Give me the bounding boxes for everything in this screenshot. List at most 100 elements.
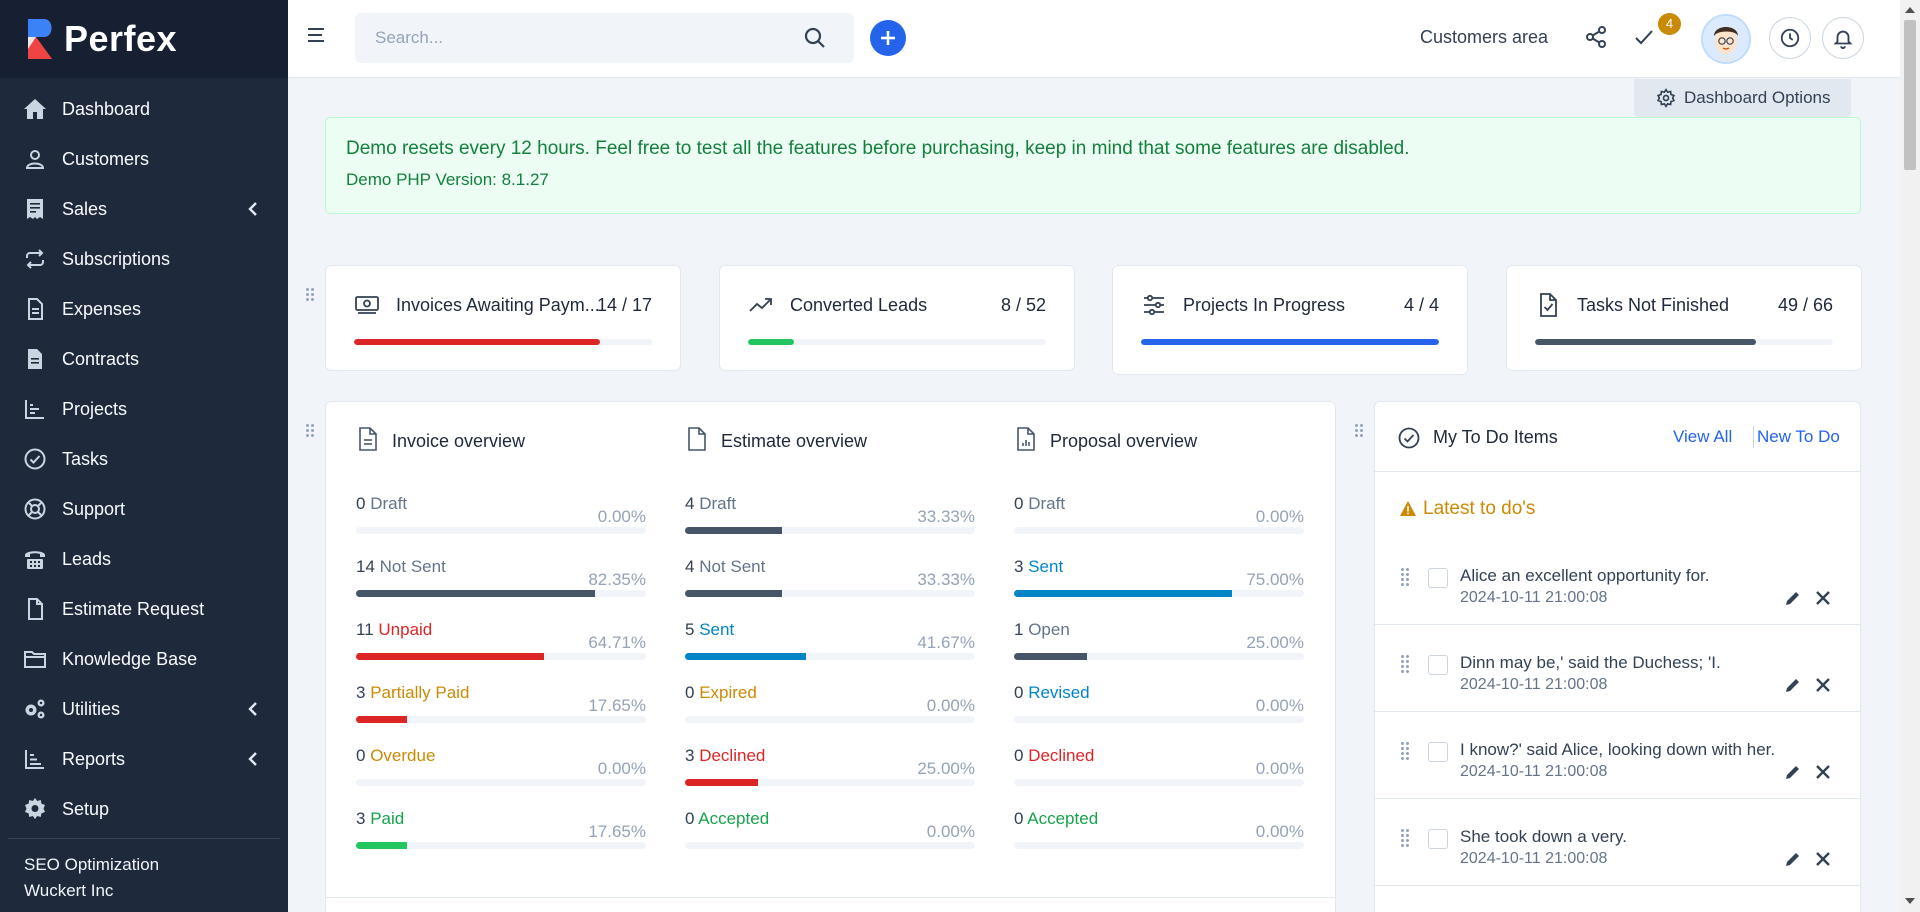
sidebar-item-estimate-request[interactable]: Estimate Request — [0, 584, 288, 634]
overview-progress-fill — [685, 779, 758, 786]
sidebar-item-support[interactable]: Support — [0, 484, 288, 534]
pencil-icon[interactable] — [1783, 588, 1803, 608]
sidebar-item-leads[interactable]: Leads — [0, 534, 288, 584]
todo-drag-handle-icon[interactable] — [1401, 568, 1413, 586]
stat-value: 8 / 52 — [1000, 295, 1046, 315]
scroll-thumb[interactable] — [1904, 20, 1916, 170]
timer-button[interactable] — [1769, 17, 1811, 59]
overview-row-overdue[interactable]: 0 Overdue 0.00% — [356, 746, 646, 796]
overview-row-declined[interactable]: 0 Declined 0.00% — [1014, 746, 1304, 796]
overview-row-accepted[interactable]: 0 Accepted 0.00% — [1014, 809, 1304, 859]
stat-progress-fill — [1141, 339, 1439, 345]
overview-progress-fill — [685, 527, 782, 534]
sidebar-item-reports[interactable]: Reports — [0, 734, 288, 784]
page-scrollbar[interactable] — [1900, 0, 1920, 912]
pencil-icon[interactable] — [1783, 762, 1803, 782]
dashboard-options-button[interactable]: Dashboard Options — [1634, 79, 1851, 117]
scroll-down-arrow-icon[interactable] — [1905, 898, 1915, 904]
stat-card[interactable]: Invoices Awaiting Paym... 14 / 17 — [325, 265, 681, 371]
gear-icon — [1656, 88, 1676, 108]
sidebar-item-projects[interactable]: Projects — [0, 384, 288, 434]
widget-drag-handle-icon[interactable] — [1355, 424, 1367, 440]
close-icon[interactable] — [1813, 588, 1833, 608]
search-input[interactable] — [355, 13, 854, 63]
contract-icon — [22, 347, 48, 371]
overview-status-label: Sent — [1028, 557, 1064, 576]
pencil-icon[interactable] — [1783, 849, 1803, 869]
todo-drag-handle-icon[interactable] — [1401, 742, 1413, 760]
widget-drag-handle-icon[interactable] — [306, 424, 318, 440]
sidebar-item-contracts[interactable]: Contracts — [0, 334, 288, 384]
sidebar-item-label: Contracts — [62, 348, 140, 369]
overview-row-declined[interactable]: 3 Declined 25.00% — [685, 746, 975, 796]
sidebar-item-dashboard[interactable]: Dashboard — [0, 84, 288, 134]
scroll-up-arrow-icon[interactable] — [1905, 7, 1915, 13]
todo-drag-handle-icon[interactable] — [1401, 829, 1413, 847]
overview-row-accepted[interactable]: 0 Accepted 0.00% — [685, 809, 975, 859]
overview-row-unpaid[interactable]: 11 Unpaid 64.71% — [356, 620, 646, 670]
overview-count: 0 — [1014, 746, 1024, 765]
todo-checkbox[interactable] — [1428, 655, 1448, 675]
sidebar-item-setup[interactable]: Setup — [0, 784, 288, 834]
pencil-icon[interactable] — [1783, 675, 1803, 695]
quick-create-button[interactable] — [870, 20, 906, 56]
overview-row-open[interactable]: 1 Open 25.00% — [1014, 620, 1304, 670]
overview-row-paid[interactable]: 3 Paid 17.65% — [356, 809, 646, 859]
sidebar-item-label: Leads — [62, 548, 112, 569]
overview-row-partially-paid[interactable]: 3 Partially Paid 17.65% — [356, 683, 646, 733]
sidebar-item-tasks[interactable]: Tasks — [0, 434, 288, 484]
overview-row-not-sent[interactable]: 14 Not Sent 82.35% — [356, 557, 646, 607]
overview-row-not-sent[interactable]: 4 Not Sent 33.33% — [685, 557, 975, 607]
stat-card[interactable]: Projects In Progress 4 / 4 — [1112, 265, 1468, 375]
home-icon — [22, 97, 48, 121]
sidebar-item-subscriptions[interactable]: Subscriptions — [0, 234, 288, 284]
overview-row-sent[interactable]: 5 Sent 41.67% — [685, 620, 975, 670]
avatar[interactable] — [1701, 14, 1751, 64]
overview-row-draft[interactable]: 0 Draft 0.00% — [356, 494, 646, 544]
menu-toggle-icon[interactable] — [308, 28, 330, 50]
logo[interactable]: Perfex — [0, 0, 288, 78]
overview-row-sent[interactable]: 3 Sent 75.00% — [1014, 557, 1304, 607]
todo-checkbox[interactable] — [1428, 568, 1448, 588]
notifications-button[interactable] — [1822, 17, 1864, 59]
overview-status-label: Open — [1028, 620, 1070, 639]
stat-title: Invoices Awaiting Paym... — [396, 295, 600, 315]
overview-progress-track — [356, 590, 646, 597]
estimate-overview-title: Estimate overview — [685, 426, 867, 457]
overview-row-draft[interactable]: 4 Draft 33.33% — [685, 494, 975, 544]
todo-title: My To Do Items — [1433, 427, 1558, 447]
sidebar-item-expenses[interactable]: Expenses — [0, 284, 288, 334]
close-icon[interactable] — [1813, 762, 1833, 782]
todo-check-icon[interactable] — [1629, 22, 1659, 52]
todo-checkbox[interactable] — [1428, 742, 1448, 762]
stat-progress-fill — [1535, 339, 1757, 345]
share-icon[interactable] — [1581, 22, 1611, 52]
sidebar-item-sales[interactable]: Sales — [0, 184, 288, 234]
sidebar-item-label: Customers — [62, 148, 150, 169]
sidebar-item-knowledge-base[interactable]: Knowledge Base — [0, 634, 288, 684]
customers-area-link[interactable]: Customers area — [1420, 27, 1549, 47]
sidebar-item-label: Knowledge Base — [62, 648, 198, 669]
widget-drag-handle-icon[interactable] — [306, 288, 318, 304]
sidebar-footer[interactable]: SEO Optimization Wuckert Inc — [24, 852, 159, 904]
new-todo-link[interactable]: New To Do — [1757, 427, 1840, 446]
overview-row-expired[interactable]: 0 Expired 0.00% — [685, 683, 975, 733]
stat-card[interactable]: Tasks Not Finished 49 / 66 — [1506, 265, 1862, 371]
overview-progress-fill — [356, 590, 595, 597]
search-icon[interactable] — [803, 26, 827, 50]
close-icon[interactable] — [1813, 849, 1833, 869]
todo-panel: My To Do Items View All New To Do Latest… — [1374, 401, 1861, 912]
sidebar-item-label: Projects — [62, 398, 128, 419]
folder-icon — [22, 647, 48, 671]
close-icon[interactable] — [1813, 675, 1833, 695]
todo-checkbox[interactable] — [1428, 829, 1448, 849]
overview-row-revised[interactable]: 0 Revised 0.00% — [1014, 683, 1304, 733]
overview-row-draft[interactable]: 0 Draft 0.00% — [1014, 494, 1304, 544]
overview-progress-track — [356, 779, 646, 786]
stat-card[interactable]: Converted Leads 8 / 52 — [719, 265, 1075, 371]
clock-icon — [1780, 28, 1800, 48]
view-all-link[interactable]: View All — [1673, 427, 1733, 446]
sidebar-item-customers[interactable]: Customers — [0, 134, 288, 184]
sidebar-item-utilities[interactable]: Utilities — [0, 684, 288, 734]
todo-drag-handle-icon[interactable] — [1401, 655, 1413, 673]
